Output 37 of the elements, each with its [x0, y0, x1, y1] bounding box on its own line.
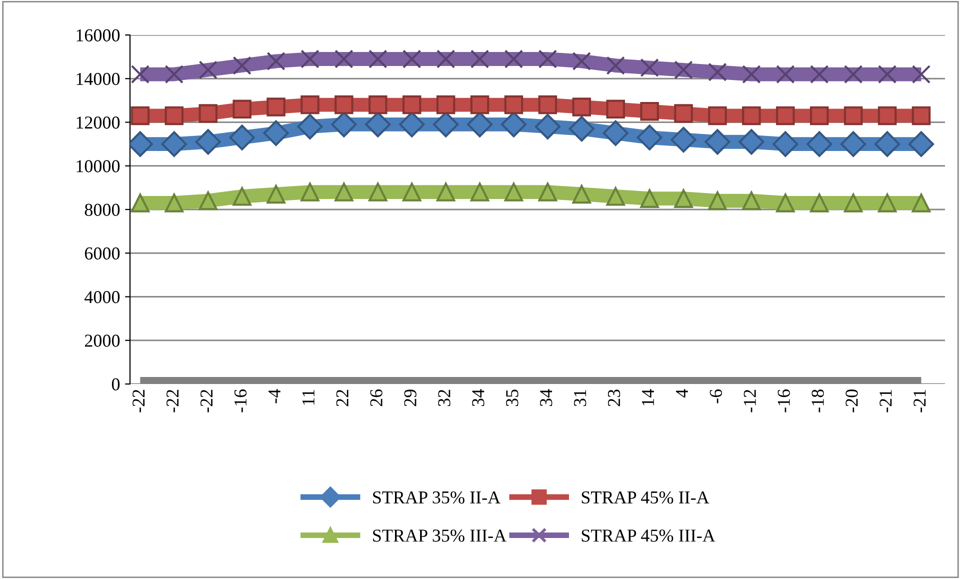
x-tick-label: -16: [778, 389, 790, 412]
x-tick-label: 26: [370, 389, 382, 406]
legend-label: STRAP 35% II-A: [373, 491, 500, 504]
x-tick-label: 23: [608, 390, 620, 406]
y-tick-label: 6000: [84, 247, 120, 260]
y-tick-label: 10000: [76, 160, 120, 172]
x-tick-label: -21: [914, 390, 926, 412]
x-tick-label: 34: [540, 389, 552, 406]
legend-label: STRAP 45% II-A: [582, 491, 710, 504]
x-tick-label: -16: [234, 389, 247, 412]
x-tick-label: -4: [268, 389, 280, 404]
x-tick-label: -22: [200, 390, 212, 412]
legend-label: STRAP 35% III-A: [373, 530, 506, 542]
x-tick-label: 35: [506, 390, 518, 406]
y-tick-label: 16000: [76, 29, 120, 42]
x-tick-label: -22: [166, 390, 178, 412]
x-tick-label: -21: [880, 390, 892, 412]
x-tick-label: -6: [710, 389, 722, 404]
x-tick-label: 22: [336, 390, 348, 406]
y-tick-label: 4000: [84, 291, 120, 304]
x-tick-label: 11: [302, 390, 314, 405]
y-tick-label: 14000: [76, 72, 120, 86]
x-tick-label: 14: [642, 389, 654, 406]
x-tick-label: 34: [472, 389, 484, 406]
x-tick-label: -20: [846, 390, 858, 412]
y-tick-label: 12000: [76, 116, 120, 129]
x-tick-label: 29: [404, 390, 416, 406]
x-tick-label: -22: [132, 390, 145, 412]
x-tick-label: 4: [676, 389, 688, 398]
x-tick-label: 32: [438, 390, 450, 406]
y-tick-label: 0: [112, 378, 120, 390]
x-tick-label: -18: [812, 390, 824, 412]
y-tick-label: 8000: [84, 204, 120, 216]
x-tick-label: -12: [744, 390, 756, 412]
x-tick-label: 31: [574, 390, 586, 406]
y-tick-label: 2000: [84, 334, 120, 347]
legend-label: STRAP 45% III-A: [582, 530, 716, 542]
